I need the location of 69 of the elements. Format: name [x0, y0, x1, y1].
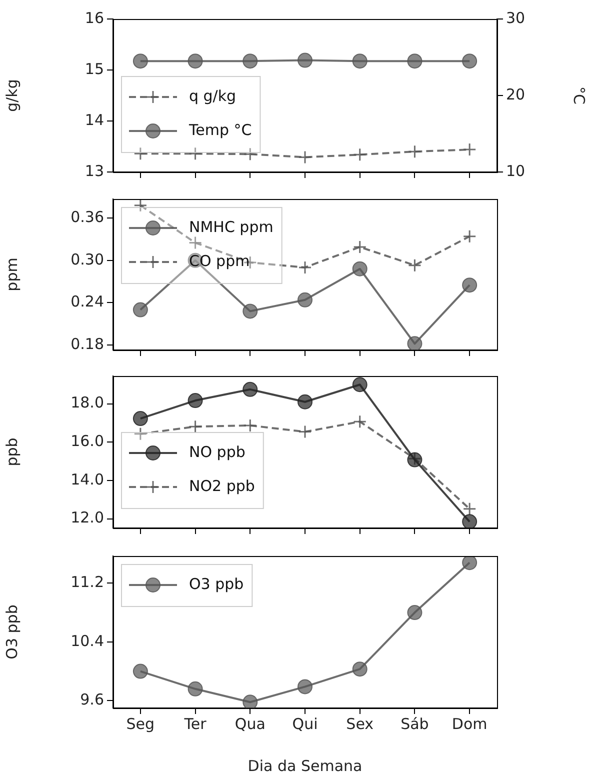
- point: [462, 502, 476, 516]
- point: [462, 556, 478, 570]
- y-axis-title: O3 ppb: [2, 604, 21, 660]
- x-tick-label: Seg: [126, 714, 155, 733]
- point: [352, 662, 368, 677]
- y-tick-label: 14: [84, 110, 104, 129]
- x-tick-label: Sáb: [400, 714, 429, 733]
- point: [298, 394, 312, 410]
- legend-label: NMHC ppm: [189, 218, 274, 236]
- point: [243, 418, 257, 432]
- point: [298, 425, 312, 439]
- y-axis-title: ppb: [2, 438, 21, 466]
- point: [242, 382, 258, 397]
- y2-tick-label: 20: [506, 85, 526, 104]
- x-tick-label: Ter: [183, 714, 208, 733]
- point: [188, 393, 203, 408]
- legend-label: NO ppb: [189, 442, 246, 461]
- point: [352, 377, 368, 392]
- x-tick-label: Qui: [292, 714, 318, 733]
- point: [134, 199, 148, 212]
- legend-label: q g/kg: [189, 86, 236, 105]
- x-tick-label: Dom: [452, 714, 488, 733]
- legend-label: Temp °C: [188, 120, 252, 139]
- y-tick-label: 0.30: [70, 250, 104, 268]
- point: [132, 664, 148, 679]
- point: [298, 260, 312, 274]
- x-tick-label: Qua: [234, 714, 266, 733]
- point: [188, 236, 202, 250]
- point: [352, 261, 368, 276]
- point: [242, 304, 258, 319]
- point: [353, 240, 367, 254]
- y-tick-label: 15: [84, 60, 104, 78]
- legend-label: O3 ppb: [189, 574, 244, 593]
- y-tick-label: 14.0: [70, 470, 104, 488]
- y-tick-label: 11.2: [70, 573, 104, 592]
- point: [188, 681, 203, 696]
- y-axis-title: g/kg: [2, 79, 21, 112]
- point: [298, 679, 312, 694]
- y-tick-label: 10.4: [70, 632, 104, 650]
- y-tick-label: 9.6: [80, 690, 104, 709]
- point: [242, 694, 258, 708]
- point: [462, 230, 476, 244]
- point: [408, 258, 422, 272]
- y-tick-label: 0.24: [70, 292, 104, 311]
- point: [132, 411, 148, 426]
- legend-label: NO2 ppb: [189, 476, 255, 495]
- point: [407, 605, 422, 620]
- point: [298, 292, 312, 308]
- y-axis-title: ppm: [2, 258, 21, 292]
- y-tick-label: 13: [84, 162, 104, 180]
- point: [407, 336, 422, 350]
- point: [188, 420, 202, 434]
- y2-axis-title: °C: [570, 86, 588, 104]
- y-tick-label: 0.18: [70, 334, 104, 353]
- x-axis-title: Dia da Semana: [248, 756, 362, 775]
- y-tick-label: 0.36: [70, 208, 104, 226]
- point: [132, 302, 148, 318]
- y-tick-label: 12.0: [70, 508, 104, 527]
- point: [134, 427, 148, 441]
- legend-label: CO ppm: [189, 252, 250, 270]
- point: [353, 414, 367, 428]
- y-tick-label: 16.0: [70, 432, 104, 450]
- y-tick-label: 18.0: [70, 394, 104, 412]
- point: [462, 514, 478, 528]
- point: [462, 278, 478, 293]
- y-tick-label: 16: [84, 8, 104, 27]
- y2-tick-label: 10: [506, 162, 526, 180]
- y2-tick-label: 30: [506, 8, 526, 27]
- x-tick-label: Sex: [346, 714, 374, 733]
